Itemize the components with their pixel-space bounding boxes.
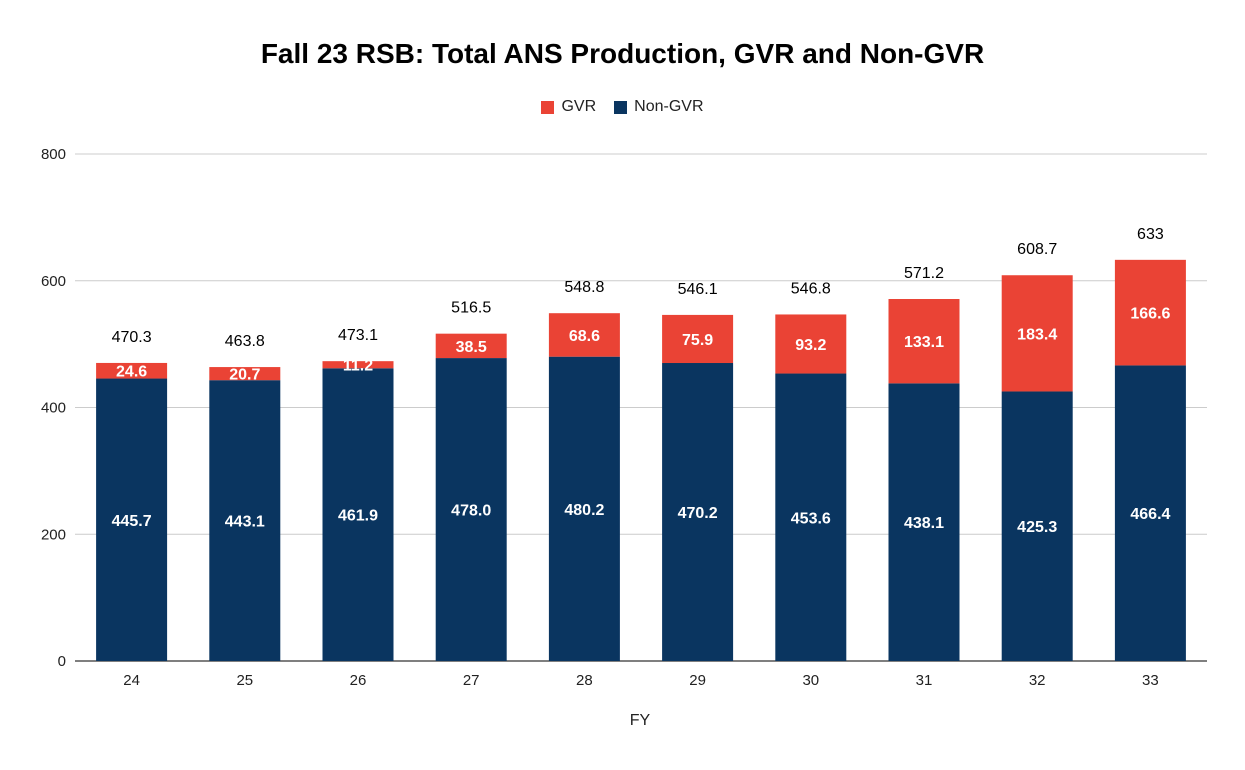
data-label-non-gvr: 461.9 (338, 508, 378, 525)
bar-gvr (662, 314, 734, 364)
x-tick-label: 29 (689, 672, 706, 689)
bar-gvr (209, 367, 281, 381)
bar-non-gvr (1001, 391, 1073, 661)
bar-gvr (775, 314, 847, 374)
legend: GVR Non-GVR (0, 98, 1245, 116)
data-label-total: 571.2 (904, 265, 944, 282)
bar-non-gvr (662, 363, 734, 661)
y-tick-label: 600 (41, 273, 66, 290)
bar-non-gvr (888, 383, 960, 661)
chart-title: Fall 23 RSB: Total ANS Production, GVR a… (260, 38, 985, 69)
y-tick-label: 400 (41, 400, 66, 417)
bar-non-gvr (1114, 365, 1186, 661)
data-label-total: 473.1 (338, 327, 378, 344)
data-label-total: 608.7 (1017, 241, 1057, 258)
data-label-total: 546.1 (678, 281, 718, 298)
data-label-non-gvr: 470.2 (678, 505, 718, 522)
data-label-non-gvr: 466.4 (1130, 506, 1170, 523)
data-label-gvr: 93.2 (795, 337, 826, 354)
bar-non-gvr (96, 378, 168, 661)
x-tick-label: 32 (1029, 672, 1046, 689)
bar-non-gvr (435, 358, 507, 661)
bar-gvr (888, 299, 960, 384)
data-label-non-gvr: 438.1 (904, 515, 944, 532)
legend-swatch-gvr (541, 100, 555, 114)
data-label-non-gvr: 425.3 (1017, 519, 1057, 536)
bar-non-gvr (322, 368, 394, 661)
data-label-gvr: 11.2 (343, 358, 373, 375)
bar-gvr (96, 362, 168, 379)
bar-non-gvr (209, 380, 281, 661)
x-tick-label: 24 (123, 672, 140, 689)
x-tick-label: 26 (350, 672, 367, 689)
data-label-gvr: 133.1 (904, 334, 944, 351)
data-label-non-gvr: 478.0 (451, 503, 491, 520)
data-label-non-gvr: 445.7 (112, 513, 152, 530)
y-tick-label: 200 (41, 526, 66, 543)
legend-label-gvr: GVR (561, 98, 597, 115)
y-tick-label: 0 (58, 653, 66, 670)
legend-label-non-gvr: Non-GVR (634, 98, 704, 115)
data-label-total: 546.8 (791, 280, 831, 297)
data-label-non-gvr: 453.6 (791, 510, 831, 527)
data-label-gvr: 166.6 (1130, 306, 1170, 323)
x-tick-label: 25 (236, 672, 253, 689)
data-label-gvr: 20.7 (229, 367, 260, 384)
data-label-total: 470.3 (112, 329, 152, 346)
x-tick-label: 30 (802, 672, 819, 689)
data-label-non-gvr: 480.2 (564, 502, 604, 519)
data-label-gvr: 68.6 (569, 328, 600, 345)
bar-gvr (435, 333, 507, 359)
legend-swatch-non-gvr (614, 100, 628, 114)
data-label-total: 633 (1137, 226, 1164, 243)
data-label-gvr: 183.4 (1017, 326, 1057, 343)
data-label-gvr: 38.5 (456, 339, 487, 356)
bar-gvr (548, 313, 620, 357)
x-tick-label: 31 (916, 672, 933, 689)
bar-gvr (322, 361, 394, 369)
x-tick-label: 33 (1142, 672, 1159, 689)
data-label-gvr: 75.9 (682, 332, 713, 349)
x-tick-label: 28 (576, 672, 593, 689)
bar-gvr (1001, 275, 1073, 392)
y-tick-label: 800 (41, 146, 66, 163)
x-tick-label: 27 (463, 672, 480, 689)
legend-item-gvr: GVR (541, 98, 596, 116)
data-label-total: 548.8 (564, 279, 604, 296)
bar-non-gvr (548, 356, 620, 661)
data-label-total: 516.5 (451, 300, 491, 317)
bar-non-gvr (775, 373, 847, 661)
data-label-total: 463.8 (225, 333, 265, 350)
data-label-non-gvr: 443.1 (225, 514, 265, 531)
legend-item-non-gvr: Non-GVR (614, 98, 704, 116)
data-label-gvr: 24.6 (116, 364, 147, 381)
x-axis-title: FY (629, 712, 651, 729)
bar-gvr (1114, 259, 1186, 366)
